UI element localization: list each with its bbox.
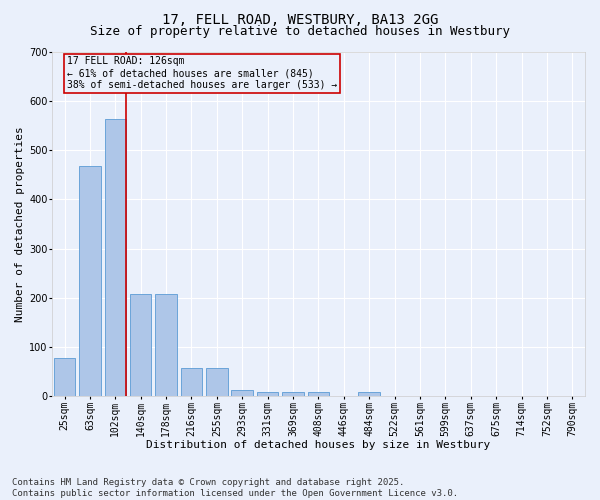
Bar (206, 368, 227, 396)
Bar (282, 392, 304, 396)
Bar (358, 392, 380, 396)
Bar (232, 390, 253, 396)
Bar (181, 368, 202, 396)
Bar (104, 120, 126, 396)
Text: 17, FELL ROAD, WESTBURY, BA13 2GG: 17, FELL ROAD, WESTBURY, BA13 2GG (162, 12, 438, 26)
Bar (79, 166, 101, 396)
Text: Contains HM Land Registry data © Crown copyright and database right 2025.
Contai: Contains HM Land Registry data © Crown c… (12, 478, 458, 498)
Bar (155, 294, 177, 396)
Bar (257, 392, 278, 396)
Bar (130, 294, 151, 396)
Bar (54, 358, 76, 397)
Text: 17 FELL ROAD: 126sqm
← 61% of detached houses are smaller (845)
38% of semi-deta: 17 FELL ROAD: 126sqm ← 61% of detached h… (67, 56, 337, 90)
Y-axis label: Number of detached properties: Number of detached properties (15, 126, 25, 322)
Text: Size of property relative to detached houses in Westbury: Size of property relative to detached ho… (90, 25, 510, 38)
X-axis label: Distribution of detached houses by size in Westbury: Distribution of detached houses by size … (146, 440, 491, 450)
Bar (308, 392, 329, 396)
